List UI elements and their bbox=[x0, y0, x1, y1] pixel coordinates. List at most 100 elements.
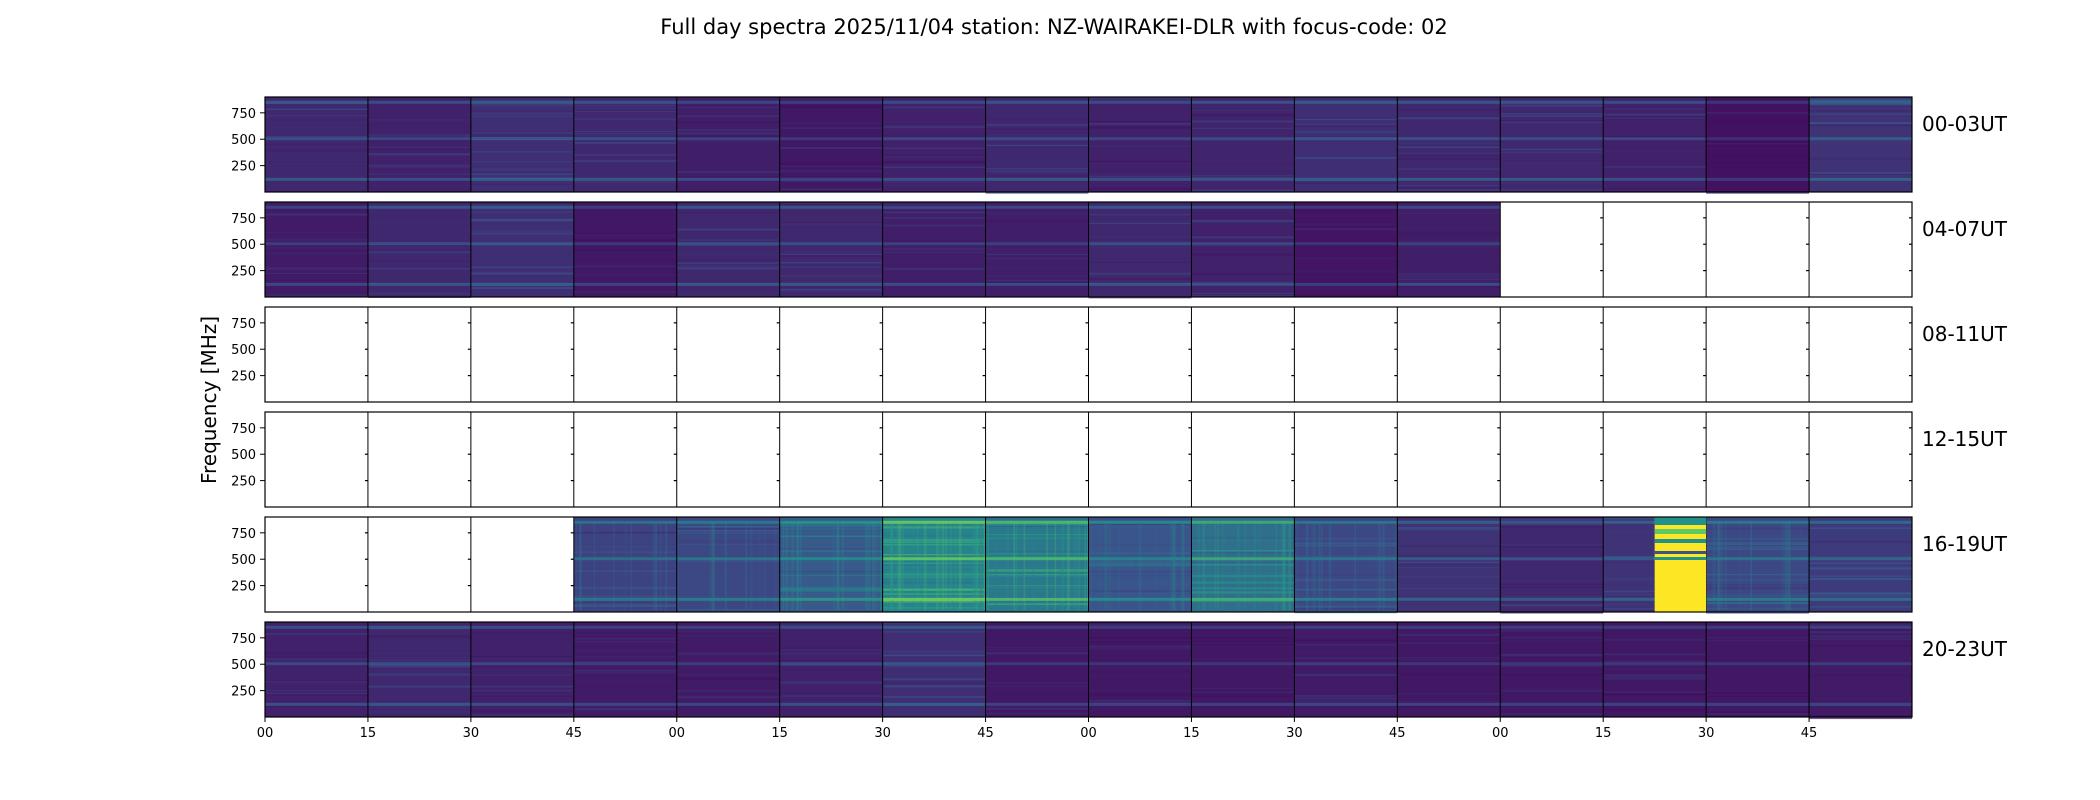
spectrum-line bbox=[882, 683, 986, 685]
spectrum-line bbox=[779, 548, 883, 551]
spectrum-line bbox=[1397, 701, 1501, 703]
spectrum-line bbox=[573, 118, 677, 121]
emission-band bbox=[1809, 662, 1912, 666]
spectrum-line bbox=[676, 532, 780, 534]
spectrum-line bbox=[676, 129, 780, 132]
spectrum-line bbox=[779, 550, 883, 552]
spectrum-streak bbox=[1062, 521, 1065, 610]
spectrum-line bbox=[265, 104, 368, 107]
spectrum-line bbox=[882, 250, 986, 253]
spectrum-line bbox=[1294, 215, 1398, 218]
spectrum-line bbox=[882, 685, 986, 688]
spectrum-line bbox=[1706, 694, 1810, 697]
emission-band bbox=[1603, 137, 1707, 141]
spectrum-line bbox=[882, 544, 986, 546]
spectrum-line bbox=[573, 708, 677, 711]
spectrum-line bbox=[882, 240, 986, 243]
spectrum-line bbox=[985, 523, 1089, 526]
spectrum-line bbox=[470, 168, 574, 171]
spectrum-streak bbox=[1320, 521, 1323, 610]
spectrum-line bbox=[1191, 105, 1295, 108]
spectrum-line bbox=[367, 119, 471, 121]
spectrum-line bbox=[676, 542, 780, 545]
spectrum-line bbox=[1088, 175, 1192, 178]
y-tick-label: 750 bbox=[231, 317, 256, 332]
empty-cell bbox=[1706, 307, 1810, 402]
emission-band bbox=[779, 702, 883, 706]
emission-band bbox=[367, 242, 471, 246]
spectrum-line bbox=[1088, 222, 1192, 226]
spectrum-line bbox=[779, 577, 883, 579]
spectrum-line bbox=[1397, 545, 1501, 547]
spectrum-streak bbox=[1328, 521, 1332, 610]
spectrum-line bbox=[1294, 223, 1398, 225]
spectrum-line bbox=[1706, 692, 1810, 694]
spectrum-streak bbox=[720, 521, 722, 610]
spectrum-line bbox=[367, 148, 471, 150]
spectrum-cell bbox=[573, 97, 677, 192]
spectrum-streak bbox=[879, 521, 883, 610]
spectrum-line bbox=[1088, 564, 1192, 567]
spectrum-line bbox=[882, 134, 986, 137]
spectrum-line bbox=[1809, 103, 1912, 106]
emission-band bbox=[1088, 702, 1192, 706]
spectrum-line bbox=[1294, 271, 1398, 274]
spectrum-streak bbox=[1286, 521, 1288, 610]
spectrum-line bbox=[1809, 110, 1912, 112]
spectrum-streak bbox=[1032, 521, 1034, 610]
spectrum-cell bbox=[265, 202, 368, 297]
emission-band bbox=[265, 282, 368, 286]
spectrum-cell bbox=[470, 202, 574, 297]
spectrum-line bbox=[676, 176, 780, 178]
empty-cell bbox=[470, 307, 574, 402]
spectrum-streak bbox=[1724, 521, 1727, 610]
spectrum-streak bbox=[979, 521, 982, 610]
spectrum-line bbox=[882, 568, 986, 571]
spectrum-line bbox=[1191, 576, 1295, 579]
spectrum-streak bbox=[745, 521, 748, 610]
spectrum-streak bbox=[920, 521, 923, 610]
emission-band bbox=[1088, 205, 1192, 209]
spectrum-line bbox=[1191, 581, 1295, 584]
spectrum-line bbox=[1500, 583, 1604, 586]
panel-frame bbox=[264, 201, 1913, 298]
emission-band bbox=[882, 282, 986, 286]
spectrum-line bbox=[470, 690, 574, 693]
row-label: 04-07UT bbox=[1922, 217, 2008, 241]
spectrum-line bbox=[1397, 109, 1501, 111]
emission-band bbox=[1191, 557, 1295, 561]
emission-band bbox=[1294, 282, 1398, 286]
spectrum-line bbox=[1500, 653, 1604, 657]
spectrum-streak bbox=[1155, 521, 1157, 610]
emission-band bbox=[1294, 557, 1398, 561]
emission-band bbox=[367, 177, 471, 181]
emission-band bbox=[265, 100, 368, 104]
emission-band bbox=[1294, 242, 1398, 246]
row-label: 20-23UT bbox=[1922, 637, 2008, 661]
spectrum-line bbox=[1397, 564, 1501, 567]
spectrum-streak bbox=[1169, 521, 1173, 610]
spectrum-line bbox=[1809, 624, 1912, 626]
spectrum-line bbox=[265, 213, 368, 216]
spectrum-line bbox=[676, 115, 780, 117]
spectrum-line bbox=[367, 664, 471, 667]
spectrum-line bbox=[985, 124, 1089, 126]
spectrum-streak bbox=[803, 521, 806, 610]
empty-cell bbox=[1088, 412, 1192, 507]
spectrum-streak bbox=[945, 521, 947, 610]
spectrum-line bbox=[676, 211, 780, 214]
spectrum-line bbox=[573, 249, 677, 251]
emission-band bbox=[779, 557, 883, 561]
emission-band bbox=[676, 662, 780, 666]
spectrum-streak bbox=[995, 521, 998, 610]
spectrum-line bbox=[779, 700, 883, 703]
spectrum-line bbox=[1397, 693, 1501, 695]
spectrum-line bbox=[1294, 651, 1398, 653]
spectrum-streak bbox=[838, 521, 841, 610]
emission-band bbox=[265, 242, 368, 246]
spectrum-line bbox=[1706, 167, 1810, 169]
spectrum-line bbox=[1294, 525, 1398, 528]
spectrum-line bbox=[1500, 707, 1604, 710]
spectrum-line bbox=[265, 656, 368, 658]
spectrum-line bbox=[1809, 556, 1912, 559]
